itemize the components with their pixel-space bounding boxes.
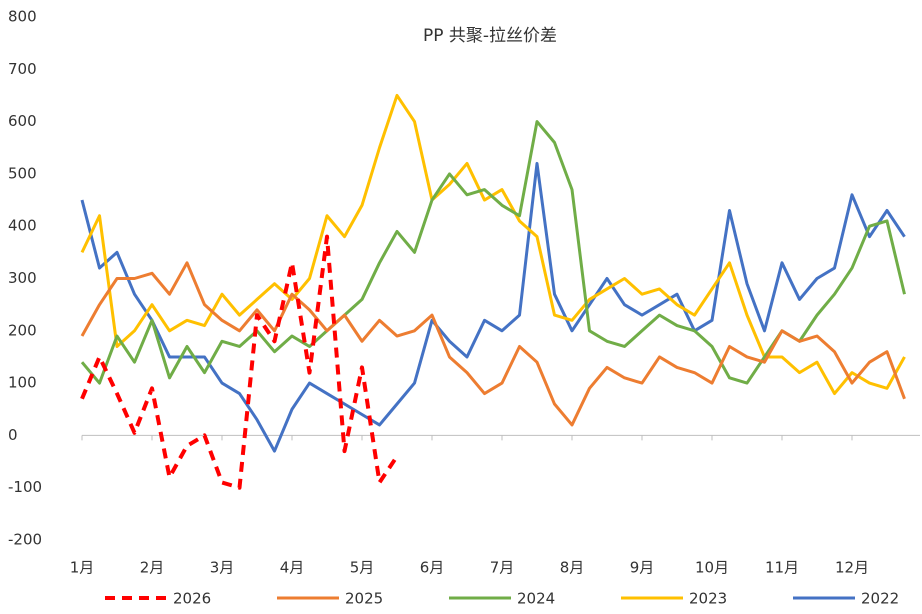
x-tick-label: 5月 [350, 559, 375, 577]
legend-label: 2022 [861, 590, 899, 608]
y-tick-label: -100 [8, 478, 42, 496]
x-tick-label: 10月 [695, 559, 729, 577]
legend-label: 2024 [517, 590, 555, 608]
x-tick-label: 3月 [210, 559, 235, 577]
series-line [80, 120, 906, 385]
x-tick-label: 11月 [765, 559, 799, 577]
series-line [80, 234, 399, 490]
y-tick-label: 100 [8, 374, 37, 392]
y-tick-label: 600 [8, 112, 37, 130]
x-tick-label: 6月 [420, 559, 445, 577]
series-line [80, 261, 906, 427]
y-tick-label: 400 [8, 217, 37, 235]
x-tick-label: 9月 [630, 559, 655, 577]
x-tick-label: 8月 [560, 559, 585, 577]
y-tick-label: -200 [8, 531, 42, 549]
y-tick-label: 200 [8, 321, 37, 339]
series-line [80, 93, 906, 396]
x-tick-label: 1月 [70, 559, 95, 577]
y-tick-label: 0 [8, 426, 18, 444]
x-tick-label: 4月 [280, 559, 305, 577]
y-tick-label: 500 [8, 164, 37, 182]
y-tick-label: 300 [8, 269, 37, 287]
y-tick-label: 700 [8, 60, 37, 78]
series-line [80, 161, 906, 453]
legend-label: 2025 [345, 590, 383, 608]
chart-title: PP 共聚-拉丝价差 [423, 26, 557, 46]
x-tick-label: 7月 [490, 559, 515, 577]
legend-label: 2023 [689, 590, 727, 608]
y-tick-label: 800 [8, 8, 37, 26]
x-tick-label: 12月 [835, 559, 869, 577]
x-tick-label: 2月 [140, 559, 165, 577]
legend-label: 2026 [173, 590, 211, 608]
